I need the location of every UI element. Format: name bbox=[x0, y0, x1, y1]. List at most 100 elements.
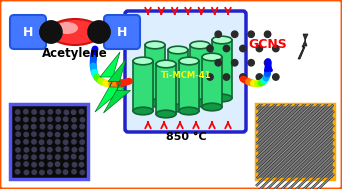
Circle shape bbox=[80, 140, 84, 144]
Circle shape bbox=[32, 163, 36, 167]
Circle shape bbox=[64, 163, 68, 167]
Circle shape bbox=[79, 109, 84, 114]
Circle shape bbox=[40, 147, 45, 152]
Ellipse shape bbox=[156, 60, 176, 68]
Circle shape bbox=[48, 170, 52, 174]
Circle shape bbox=[24, 170, 29, 175]
Circle shape bbox=[256, 74, 263, 80]
Circle shape bbox=[48, 140, 52, 144]
FancyBboxPatch shape bbox=[10, 15, 46, 49]
Ellipse shape bbox=[133, 57, 153, 65]
Circle shape bbox=[56, 169, 61, 174]
Circle shape bbox=[80, 124, 84, 129]
Ellipse shape bbox=[145, 99, 165, 107]
Circle shape bbox=[79, 155, 84, 160]
Circle shape bbox=[16, 155, 21, 159]
Bar bbox=[179, 61, 199, 111]
Circle shape bbox=[40, 132, 44, 137]
Circle shape bbox=[15, 170, 20, 174]
Circle shape bbox=[56, 155, 60, 159]
Circle shape bbox=[32, 132, 36, 136]
Bar bbox=[202, 57, 222, 107]
Bar bbox=[156, 64, 176, 114]
Ellipse shape bbox=[179, 107, 199, 115]
Ellipse shape bbox=[179, 57, 199, 65]
Circle shape bbox=[72, 170, 76, 174]
Circle shape bbox=[24, 109, 28, 114]
Ellipse shape bbox=[202, 103, 222, 111]
Circle shape bbox=[88, 21, 110, 43]
Circle shape bbox=[79, 147, 84, 152]
Circle shape bbox=[16, 148, 20, 152]
Circle shape bbox=[32, 117, 36, 122]
Circle shape bbox=[56, 110, 61, 114]
Circle shape bbox=[64, 155, 68, 159]
Circle shape bbox=[80, 170, 84, 175]
Circle shape bbox=[207, 74, 213, 80]
Circle shape bbox=[32, 110, 36, 114]
Circle shape bbox=[72, 163, 77, 167]
Text: GCNS: GCNS bbox=[249, 37, 287, 50]
Circle shape bbox=[273, 45, 279, 52]
Circle shape bbox=[15, 110, 20, 114]
Bar bbox=[168, 50, 188, 108]
Circle shape bbox=[40, 124, 45, 129]
Circle shape bbox=[48, 147, 52, 152]
Text: H: H bbox=[117, 26, 127, 39]
Circle shape bbox=[88, 21, 110, 43]
Circle shape bbox=[40, 117, 44, 122]
FancyBboxPatch shape bbox=[125, 11, 246, 132]
Circle shape bbox=[31, 125, 36, 129]
Ellipse shape bbox=[156, 110, 176, 118]
Circle shape bbox=[72, 148, 77, 152]
Circle shape bbox=[71, 154, 76, 159]
Polygon shape bbox=[104, 59, 131, 113]
Polygon shape bbox=[95, 52, 125, 112]
Circle shape bbox=[40, 21, 62, 43]
Circle shape bbox=[64, 147, 68, 151]
Circle shape bbox=[16, 117, 20, 121]
Circle shape bbox=[64, 125, 68, 129]
Text: H: H bbox=[23, 26, 33, 39]
Circle shape bbox=[39, 140, 44, 144]
Circle shape bbox=[215, 31, 221, 37]
Ellipse shape bbox=[145, 41, 165, 49]
Circle shape bbox=[40, 21, 62, 43]
Circle shape bbox=[248, 31, 254, 37]
Circle shape bbox=[64, 133, 68, 137]
Circle shape bbox=[232, 31, 238, 37]
Circle shape bbox=[32, 170, 37, 174]
Circle shape bbox=[215, 60, 221, 66]
Ellipse shape bbox=[190, 99, 210, 107]
Circle shape bbox=[79, 132, 84, 137]
Circle shape bbox=[55, 162, 60, 166]
Circle shape bbox=[63, 170, 68, 174]
Text: Acetylene: Acetylene bbox=[42, 47, 108, 60]
Ellipse shape bbox=[133, 107, 153, 115]
Bar bbox=[212, 40, 232, 98]
Bar bbox=[145, 45, 165, 103]
Circle shape bbox=[232, 60, 238, 66]
Ellipse shape bbox=[212, 94, 232, 102]
Circle shape bbox=[48, 117, 52, 121]
Circle shape bbox=[256, 45, 263, 52]
Circle shape bbox=[72, 133, 77, 137]
Circle shape bbox=[223, 74, 230, 80]
Ellipse shape bbox=[49, 19, 101, 45]
Circle shape bbox=[71, 110, 76, 114]
Circle shape bbox=[48, 162, 52, 167]
Circle shape bbox=[40, 110, 44, 115]
Circle shape bbox=[264, 31, 271, 37]
Circle shape bbox=[48, 125, 52, 129]
Circle shape bbox=[32, 147, 36, 152]
Circle shape bbox=[24, 162, 28, 166]
Circle shape bbox=[64, 110, 68, 115]
Ellipse shape bbox=[168, 46, 188, 54]
Circle shape bbox=[264, 60, 271, 66]
Circle shape bbox=[240, 74, 246, 80]
Bar bbox=[256, 104, 334, 179]
Circle shape bbox=[72, 118, 76, 122]
Circle shape bbox=[40, 170, 44, 175]
Text: 850 °C: 850 °C bbox=[166, 132, 206, 142]
Circle shape bbox=[48, 132, 52, 136]
